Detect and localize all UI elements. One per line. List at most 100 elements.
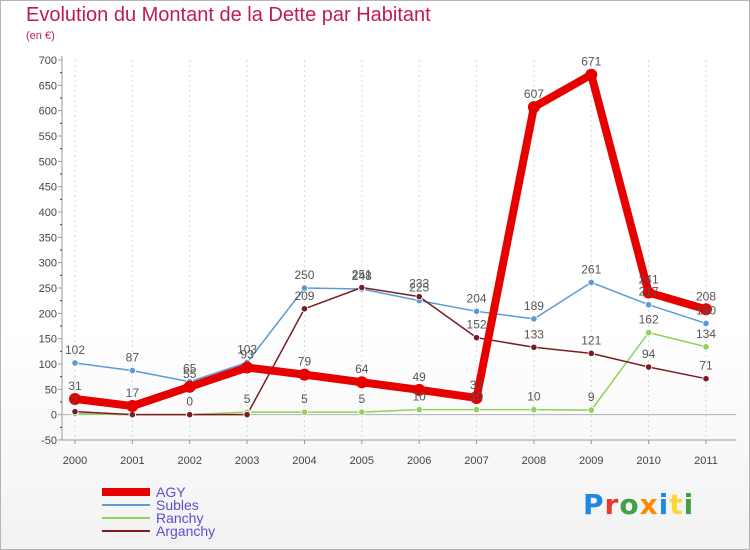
- logo-letter: o: [619, 488, 640, 521]
- data-label-subles: 250: [294, 268, 314, 282]
- data-point-agy: [413, 383, 426, 396]
- y-tick-label: 250: [39, 283, 57, 295]
- data-label-agy: 17: [126, 386, 140, 400]
- data-point-arganchy: [415, 293, 423, 301]
- data-point-subles: [587, 278, 595, 287]
- data-point-agy: [585, 68, 598, 81]
- x-tick-label: 2002: [177, 455, 201, 467]
- data-label-subles: 261: [581, 262, 601, 276]
- data-label-agy: 31: [68, 379, 82, 393]
- x-tick-label: 2010: [636, 455, 660, 467]
- data-label-agy: 93: [240, 348, 254, 362]
- data-point-ranchy: [702, 343, 710, 351]
- series-line-arganchy: [74, 286, 707, 416]
- data-point-subles: [472, 307, 481, 315]
- chart-subtitle: (en €): [26, 30, 55, 42]
- y-tick-label: 700: [39, 55, 57, 67]
- data-label-ranchy: 10: [470, 390, 484, 404]
- y-tick-label: 350: [39, 232, 57, 244]
- data-point-arganchy: [645, 363, 653, 371]
- data-label-subles: 102: [65, 343, 85, 357]
- data-label-ranchy: 5: [358, 392, 365, 406]
- x-tick-label: 2003: [235, 455, 259, 467]
- data-point-ranchy: [587, 406, 595, 414]
- y-tick-label: 100: [39, 359, 57, 371]
- data-point-subles: [702, 319, 710, 328]
- data-point-subles: [645, 301, 653, 309]
- data-point-agy: [355, 376, 368, 389]
- data-label-ranchy: 10: [413, 390, 427, 404]
- data-point-subles: [530, 315, 538, 323]
- data-label-ranchy: 10: [527, 390, 541, 404]
- data-label-subles: 248: [352, 269, 372, 283]
- data-point-agy: [183, 380, 196, 393]
- data-point-arganchy: [472, 334, 481, 342]
- data-label-arganchy: 121: [581, 333, 601, 347]
- x-tick-label: 2006: [407, 455, 431, 467]
- legend-label-agy: AGY: [156, 484, 186, 500]
- x-tick-label: 2007: [464, 455, 488, 467]
- logo-letter: P: [583, 488, 605, 521]
- data-label-subles: 103: [237, 342, 257, 356]
- data-label-agy: 79: [298, 355, 312, 369]
- logo-letter: r: [604, 488, 620, 521]
- y-tick-label: 600: [39, 106, 57, 118]
- data-point-arganchy: [358, 283, 366, 292]
- x-tick-label: 2011: [694, 455, 718, 467]
- proxiti-logo: Proxiti: [583, 488, 694, 521]
- data-point-agy: [642, 286, 655, 299]
- x-tick-label: 2004: [292, 455, 316, 467]
- logo-letter: x: [639, 488, 659, 521]
- data-point-ranchy: [415, 405, 423, 414]
- data-point-agy: [126, 400, 139, 413]
- y-tick-label: 0: [51, 410, 57, 422]
- data-label-subles: 225: [409, 281, 429, 295]
- data-label-subles: 65: [183, 362, 197, 376]
- x-tick-label: 2008: [522, 455, 546, 467]
- data-label-agy: 671: [581, 55, 601, 69]
- data-label-subles: 180: [696, 303, 716, 317]
- y-tick-label: 650: [39, 80, 57, 92]
- data-point-subles: [128, 366, 136, 375]
- data-label-subles: 217: [639, 285, 659, 299]
- data-label-ranchy: 0: [186, 395, 193, 409]
- data-point-ranchy: [530, 405, 538, 414]
- data-label-ranchy: 9: [588, 390, 595, 404]
- data-label-ranchy: 162: [639, 313, 659, 327]
- y-tick-label: 450: [39, 182, 57, 194]
- logo-letter: i: [658, 488, 670, 521]
- x-tick-label: 2001: [120, 455, 144, 467]
- data-label-agy: 33: [470, 378, 484, 392]
- data-label-arganchy: 233: [409, 277, 429, 291]
- y-tick-label: 500: [39, 156, 57, 168]
- data-label-agy: 49: [413, 370, 427, 384]
- data-label-arganchy: 133: [524, 327, 544, 341]
- data-point-subles: [71, 359, 79, 367]
- legend-label-subles: Subles: [156, 497, 199, 513]
- data-point-arganchy: [530, 343, 538, 351]
- data-label-ranchy: 5: [244, 392, 251, 406]
- x-tick-label: 2000: [63, 455, 87, 467]
- data-label-subles: 189: [524, 299, 544, 313]
- logo-letter: i: [683, 488, 695, 521]
- data-label-agy: 208: [696, 289, 716, 303]
- data-label-ranchy: 134: [696, 327, 716, 341]
- data-point-agy: [69, 392, 81, 405]
- data-label-subles: 204: [467, 291, 487, 305]
- chart-title: Evolution du Montant de la Dette par Hab…: [26, 4, 431, 26]
- legend-label-ranchy: Ranchy: [156, 510, 203, 526]
- data-point-subles: [300, 284, 309, 292]
- data-point-agy: [298, 368, 311, 381]
- data-point-arganchy: [587, 349, 595, 357]
- data-point-arganchy: [71, 408, 79, 416]
- data-point-agy: [527, 101, 540, 114]
- y-tick-label: 550: [39, 131, 57, 143]
- data-label-ranchy: 2: [72, 394, 79, 408]
- data-label-agy: 55: [183, 367, 197, 381]
- data-point-arganchy: [243, 411, 251, 419]
- data-point-arganchy: [128, 411, 136, 419]
- data-point-ranchy: [645, 328, 653, 337]
- data-label-ranchy: 5: [301, 392, 308, 406]
- data-point-ranchy: [472, 405, 481, 414]
